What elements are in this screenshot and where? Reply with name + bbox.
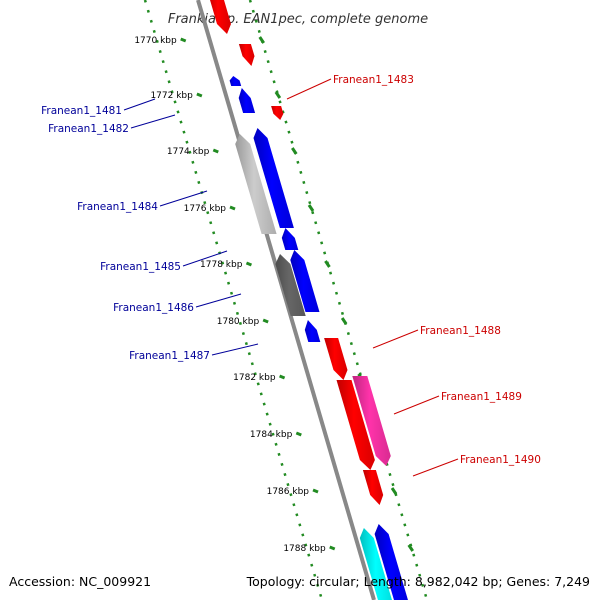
- major-tick: [279, 374, 286, 380]
- gene-arrow: [304, 320, 321, 342]
- accession-text: Accession: NC_009921: [9, 574, 152, 589]
- map-title: Frankia sp. EAN1pec, complete genome: [168, 12, 428, 27]
- major-tick: [245, 261, 252, 267]
- major-tick: [295, 431, 302, 437]
- gene-arrow: [336, 380, 375, 470]
- major-tick: [307, 204, 315, 212]
- gene-label: Franean1_1490: [460, 454, 541, 466]
- major-tick: [312, 488, 319, 494]
- gene-label-leader: [286, 78, 332, 100]
- major-tick: [329, 545, 336, 551]
- gene-labels: Franean1_1481 Franean1_1482 Franean1_1483 F…: [41, 74, 541, 477]
- gene-label-leader: [159, 190, 208, 207]
- major-tick: [262, 318, 269, 324]
- major-tick: [180, 37, 187, 43]
- major-tick: [407, 544, 414, 552]
- scale-label: 1774 kbp: [167, 147, 210, 157]
- scale-label: 1776 kbp: [184, 204, 227, 214]
- major-tick: [291, 147, 298, 155]
- gene-label-leader: [195, 293, 242, 308]
- gene-label: Franean1_1487: [129, 350, 210, 362]
- gene-arrow: [374, 524, 408, 600]
- gene-arrow: [281, 228, 299, 250]
- gene-label: Franean1_1483: [333, 74, 414, 86]
- gene-label-leader: [130, 114, 176, 129]
- gene-arrow: [253, 128, 294, 228]
- gene-label-leader: [123, 98, 156, 111]
- scale-label: 1778 kbp: [200, 260, 243, 270]
- gene-arrow: [229, 76, 242, 86]
- gene-label: Franean1_1484: [77, 201, 158, 213]
- major-tick: [390, 487, 398, 495]
- scale-labels: 1770 kbp 1772 kbp 1774 kbp 1776 kbp 1778 kbp…: [134, 36, 326, 554]
- gene-features: [210, 0, 408, 600]
- gene-arrow: [210, 0, 231, 34]
- scale-label: 1784 kbp: [250, 430, 293, 440]
- major-tick: [274, 91, 282, 99]
- gene-arrow: [271, 106, 284, 120]
- major-tick: [258, 36, 265, 44]
- gene-arrow: [238, 44, 255, 66]
- major-tick: [196, 92, 203, 98]
- gene-arrow: [362, 470, 384, 505]
- major-tick: [212, 148, 219, 154]
- scale-label: 1772 kbp: [150, 91, 193, 101]
- scale-label: 1782 kbp: [233, 373, 276, 383]
- gene-label-leader: [211, 343, 259, 356]
- gene-arrow: [352, 376, 391, 466]
- gene-arrow: [290, 250, 320, 312]
- gene-label: Franean1_1488: [420, 325, 501, 337]
- tick-track: [248, 0, 429, 600]
- gene-arrow: [235, 134, 277, 234]
- gene-label: Franean1_1486: [113, 302, 194, 314]
- genome-summary-text: Topology: circular; Length: 8,982,042 bp…: [246, 574, 590, 589]
- gene-label: Franean1_1481: [41, 105, 122, 117]
- gene-label-leader: [182, 250, 228, 267]
- gene-label: Franean1_1489: [441, 391, 522, 403]
- gene-label-leader: [393, 395, 440, 415]
- scale-label: 1770 kbp: [134, 36, 177, 46]
- gene-arrow: [324, 338, 348, 380]
- scale-label: 1786 kbp: [267, 487, 310, 497]
- scale-label: 1780 kbp: [217, 317, 260, 327]
- major-tick: [340, 317, 348, 325]
- gene-label: Franean1_1482: [48, 123, 129, 135]
- major-tick: [229, 205, 236, 211]
- gene-label-leader: [412, 458, 459, 477]
- scale-label: 1788 kbp: [283, 544, 326, 554]
- gene-arrow: [275, 254, 306, 316]
- gene-label: Franean1_1485: [100, 261, 181, 273]
- major-tick: [324, 260, 331, 268]
- gene-arrow: [359, 528, 392, 600]
- gene-label-leader: [372, 329, 419, 349]
- gene-arrow: [238, 88, 256, 113]
